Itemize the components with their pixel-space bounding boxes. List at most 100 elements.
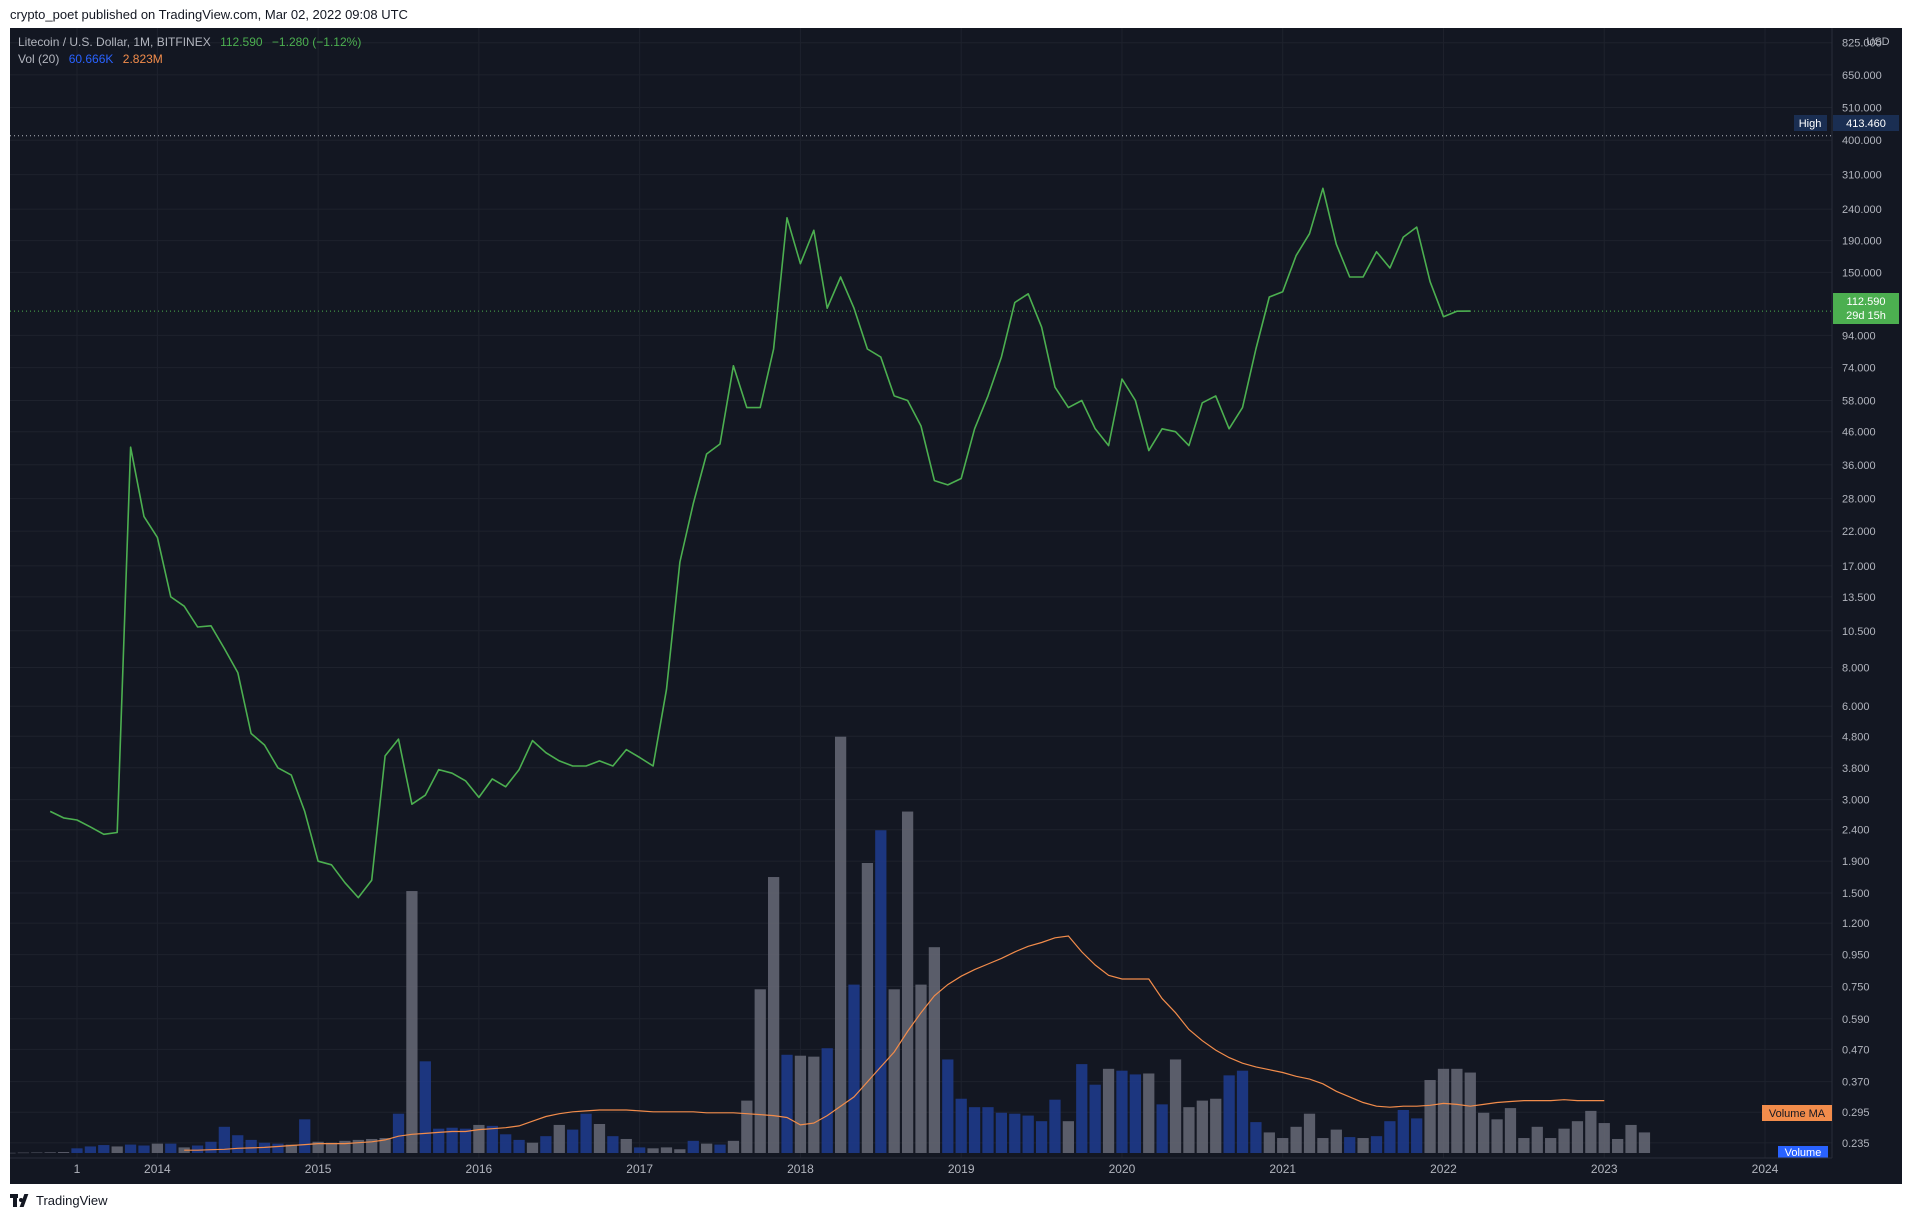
volume-bar	[580, 1113, 592, 1153]
volume-bar	[1196, 1100, 1208, 1153]
volume-bar	[526, 1142, 539, 1153]
volume-bar	[1076, 1064, 1088, 1153]
volume-bar	[57, 1152, 70, 1153]
price-tick-label: 0.590	[1842, 1014, 1870, 1026]
volume-bar	[165, 1143, 177, 1153]
volume-bar	[1035, 1121, 1048, 1153]
volume-value: 60.666K	[68, 52, 114, 66]
volume-bar	[245, 1139, 257, 1153]
price-tick-label: 36.000	[1842, 460, 1876, 472]
volume-bar	[727, 1140, 740, 1153]
tradingview-logo[interactable]: TradingView	[10, 1193, 108, 1208]
volume-bar	[98, 1145, 110, 1153]
high-value-tag	[1833, 115, 1899, 131]
time-tick-label: 2023	[1591, 1162, 1618, 1176]
volume-bar	[352, 1139, 364, 1153]
price-scale-currency: USD	[1866, 36, 1889, 48]
price-tick-label: 13.500	[1842, 592, 1876, 604]
volume-bar	[111, 1146, 123, 1153]
volume-bar	[861, 863, 874, 1153]
volume-bar	[1250, 1122, 1262, 1153]
volume-bar	[1598, 1123, 1610, 1153]
volume-bar	[915, 984, 927, 1153]
volume-bar	[1478, 1112, 1490, 1153]
volume-bar	[794, 1055, 807, 1153]
volume-bar	[325, 1142, 338, 1153]
volume-bar	[272, 1143, 284, 1153]
symbol-legend-row: Litecoin / U.S. Dollar, 1M, BITFINEX 112…	[18, 34, 361, 51]
volume-bar	[1009, 1113, 1021, 1153]
volume-indicator-name[interactable]: Vol (20)	[18, 52, 60, 66]
volume-bar	[1183, 1107, 1195, 1153]
chart-pane[interactable]: 825.000 650.000 510.000 400.000 310.000 240.0…	[10, 28, 1902, 1184]
time-scale-bg[interactable]	[10, 1158, 1902, 1184]
volume-bar	[1451, 1068, 1463, 1153]
price-volume-chart[interactable]: 825.000 650.000 510.000 400.000 310.000 240.0…	[10, 28, 1902, 1184]
last-price: 112.590	[220, 35, 263, 49]
last-price-tag	[1833, 293, 1899, 324]
volume-bar	[1384, 1121, 1396, 1153]
volume-bar	[714, 1144, 726, 1153]
time-tick-label: 1	[74, 1162, 81, 1176]
volume-bar	[299, 1119, 311, 1153]
volume-bars	[10, 736, 1651, 1154]
high-label: High	[1799, 118, 1822, 130]
volume-bar	[928, 947, 941, 1153]
volume-bar	[473, 1124, 485, 1153]
price-tick-label: 650.000	[1842, 70, 1882, 82]
volume-bar	[1424, 1080, 1436, 1153]
price-scale-bg[interactable]	[1832, 28, 1902, 1184]
volume-bar	[392, 1113, 405, 1153]
volume-bar	[1129, 1074, 1141, 1153]
volume-bar	[687, 1140, 699, 1153]
tradingview-brand: TradingView	[36, 1193, 108, 1208]
price-tick-label: 46.000	[1842, 427, 1876, 439]
volume-bar	[1344, 1137, 1356, 1153]
volume-bar	[1397, 1109, 1409, 1153]
time-tick-label: 2022	[1430, 1162, 1457, 1176]
price-tick-label: 3.800	[1842, 763, 1870, 775]
volume-bar	[433, 1128, 445, 1153]
volume-bar	[848, 984, 860, 1153]
time-scale[interactable]: 1 2014 2015 2016 2017 2018 2019 2020 2021 2022 202…	[74, 1162, 1779, 1176]
volume-bar	[1625, 1124, 1637, 1153]
volume-ma-value: 2.823M	[122, 52, 163, 66]
time-tick-label: 2014	[144, 1162, 171, 1176]
volume-bar	[178, 1147, 190, 1153]
price-tick-label: 190.000	[1842, 236, 1882, 248]
volume-bar	[459, 1128, 472, 1153]
volume-bar	[312, 1141, 324, 1153]
volume-bar	[593, 1124, 606, 1153]
price-tick-label: 0.370	[1842, 1077, 1870, 1089]
volume-bar	[1357, 1138, 1369, 1153]
volume-bar	[647, 1148, 659, 1153]
price-tick-label: 400.000	[1842, 135, 1882, 147]
volume-bar	[1504, 1108, 1517, 1153]
volume-bar	[620, 1138, 632, 1153]
volume-bar	[1571, 1121, 1584, 1153]
volume-bar	[44, 1152, 56, 1153]
volume-bar	[768, 877, 780, 1153]
volume-bar	[486, 1125, 498, 1153]
price-tick-label: 1.900	[1842, 856, 1870, 868]
volume-bar	[955, 1098, 967, 1153]
volume-bar	[446, 1127, 458, 1153]
price-tick-label: 94.000	[1842, 330, 1876, 342]
volume-bar	[138, 1145, 150, 1153]
volume-bar	[982, 1107, 994, 1153]
chart-legend: Litecoin / U.S. Dollar, 1M, BITFINEX 112…	[18, 34, 361, 68]
volume-bar	[84, 1146, 97, 1153]
volume-bar	[1437, 1068, 1450, 1153]
price-tick-label: 8.000	[1842, 662, 1870, 674]
price-scale[interactable]: 825.000 650.000 510.000 400.000 310.000 240.0…	[1842, 38, 1882, 1150]
price-tick-label: 3.000	[1842, 795, 1870, 807]
volume-bar	[567, 1129, 579, 1153]
published-text: crypto_poet published on TradingView.com…	[10, 7, 408, 22]
volume-bar	[406, 891, 418, 1153]
symbol-name[interactable]: Litecoin / U.S. Dollar, 1M, BITFINEX	[18, 35, 211, 49]
price-tick-label: 0.235	[1842, 1138, 1870, 1150]
volume-bar	[1062, 1121, 1074, 1153]
volume-bar	[607, 1136, 619, 1153]
volume-bar	[968, 1107, 981, 1153]
volume-bar	[10, 1152, 16, 1154]
